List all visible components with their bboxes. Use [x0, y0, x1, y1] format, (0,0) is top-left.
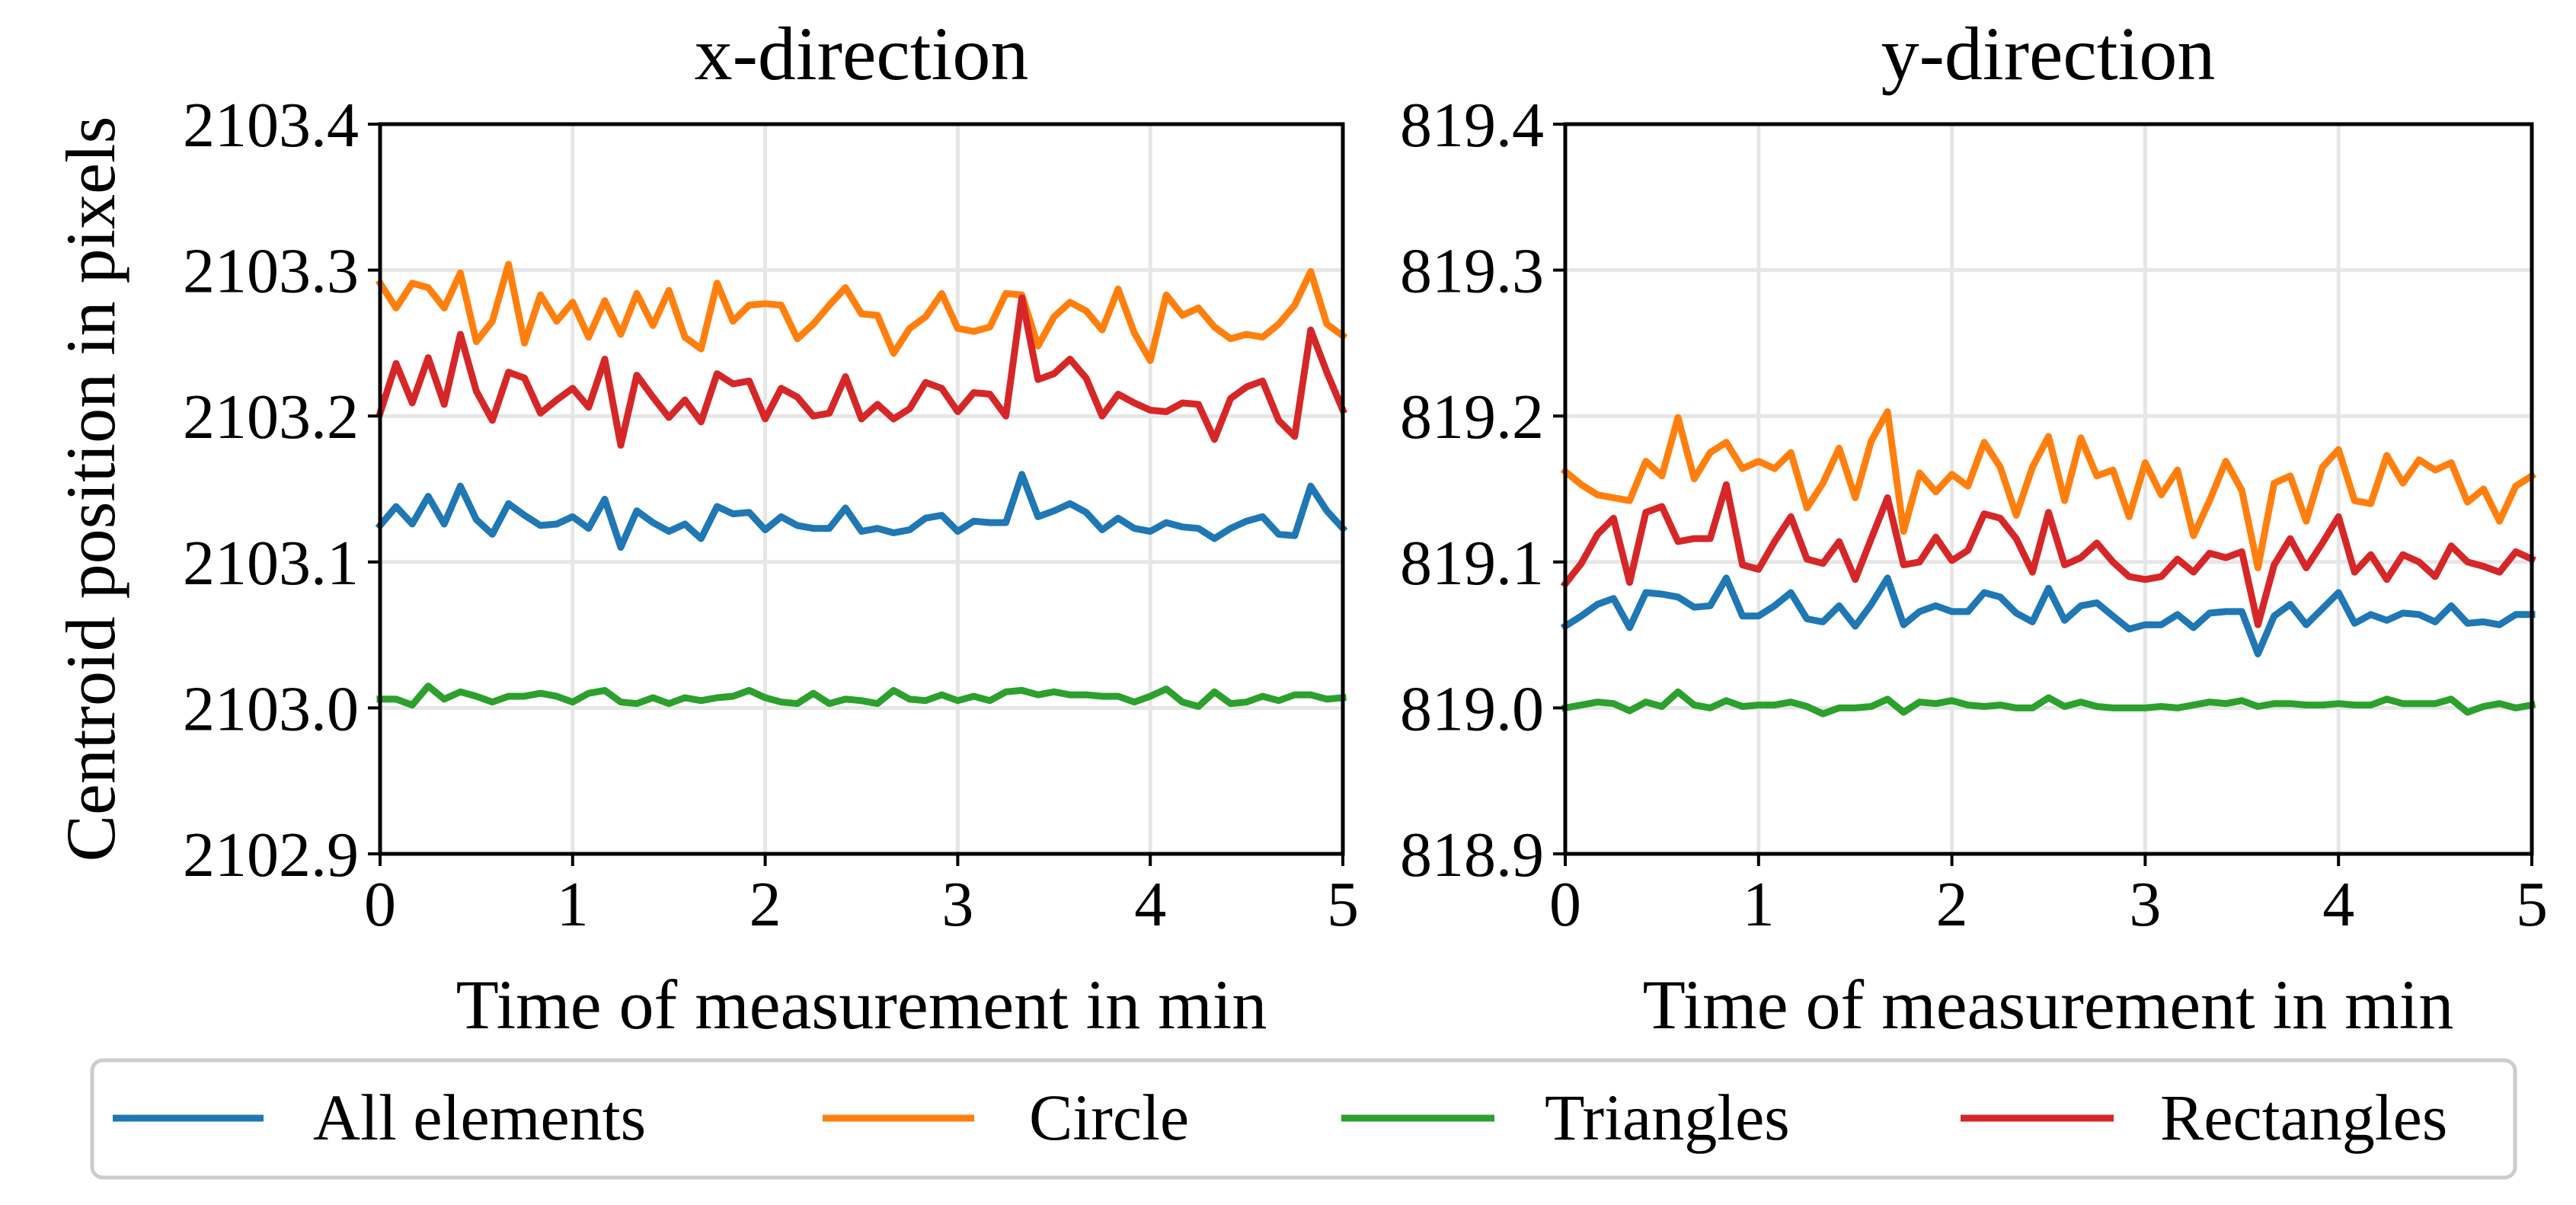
x-direction-xtick-label: 2: [749, 869, 781, 940]
y-direction-ytick-label: 819.4: [1400, 90, 1544, 161]
legend-label-triangles: Triangles: [1545, 1081, 1790, 1154]
x-direction-axes-frame: [378, 122, 1345, 856]
x-direction-xtick-label: 1: [557, 869, 589, 940]
y-direction-title: y-direction: [1881, 11, 2216, 96]
y-direction-xtick-label: 2: [1936, 869, 1968, 940]
y-direction-ytick-label: 819.0: [1400, 673, 1544, 744]
y-direction-panel: y-direction Time of measurement in min 0…: [1400, 11, 2548, 1044]
x-direction-ytick-label: 2103.1: [183, 528, 359, 599]
x-direction-xtick-label: 3: [941, 869, 973, 940]
y-axis-label: Centroid position in pixels: [52, 117, 129, 862]
y-direction-ytick-label: 819.3: [1400, 236, 1544, 307]
y-direction-xtick-label: 5: [2516, 869, 2548, 940]
x-direction-ytick-label: 2103.3: [183, 236, 359, 307]
y-direction-xlabel: Time of measurement in min: [1643, 966, 2454, 1044]
y-direction-axes-frame: [1563, 122, 2534, 856]
x-direction-series-rectangles: [376, 294, 1347, 449]
y-direction-xtick-label: 3: [2129, 869, 2161, 940]
y-direction-series-rectangles: [1560, 481, 2536, 628]
x-direction-ytick-label: 2102.9: [183, 820, 359, 890]
y-direction-ytick-label: 818.9: [1400, 820, 1544, 890]
x-direction-title: x-direction: [695, 11, 1029, 96]
y-direction-series-triangles: [1561, 688, 2536, 718]
legend-label-rectangles: Rectangles: [2160, 1081, 2447, 1154]
y-direction-series-all-elements: [1560, 574, 2536, 657]
y-direction-ytick-label: 819.2: [1400, 382, 1544, 452]
y-direction-xtick-label: 4: [2322, 869, 2354, 940]
legend: All elements Circle Triangles Rectangles: [90, 1058, 2517, 1180]
x-direction-ytick-label: 2103.0: [183, 673, 359, 744]
x-direction-xtick-label: 4: [1134, 869, 1166, 940]
y-direction-xtick-label: 0: [1549, 869, 1581, 940]
x-direction-ytick-label: 2103.4: [183, 90, 359, 161]
x-direction-xlabel: Time of measurement in min: [456, 966, 1267, 1044]
x-direction-xtick-label: 0: [364, 869, 396, 940]
x-direction-series-circle: [375, 260, 1348, 364]
x-direction-xtick-label: 5: [1327, 869, 1359, 940]
x-direction-series-triangles: [376, 682, 1347, 710]
x-direction-ytick-label: 2103.2: [183, 382, 359, 452]
y-direction-ytick-label: 819.1: [1400, 528, 1544, 599]
y-direction-series-circle: [1560, 408, 2537, 571]
x-direction-series-all-elements: [375, 471, 1348, 551]
legend-label-circle: Circle: [1029, 1081, 1189, 1154]
legend-label-all-elements: All elements: [313, 1081, 646, 1154]
x-direction-panel: x-direction Time of measurement in min C…: [52, 11, 1359, 1044]
y-direction-xtick-label: 1: [1743, 869, 1775, 940]
legend-frame: [90, 1058, 2517, 1180]
